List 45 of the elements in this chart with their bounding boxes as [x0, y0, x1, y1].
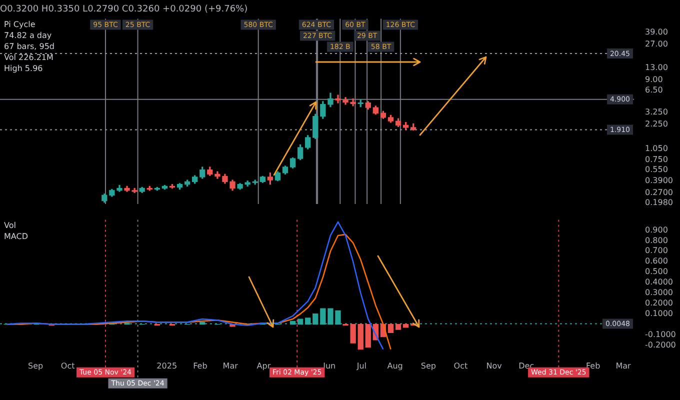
y-tick-label: 0.3000: [645, 288, 673, 298]
y-tick-label: 39.00: [645, 28, 668, 37]
y-tick-label: 0.800: [645, 236, 668, 245]
x-tick-label: Jul: [356, 361, 366, 370]
y-tick-label: 2.250: [645, 120, 668, 129]
y-tick-label: 13.00: [645, 63, 668, 72]
y-tick-label: 0.900: [645, 225, 668, 234]
y-tick-label: -0.1000: [645, 330, 676, 339]
y-tick-label: 0.550: [645, 164, 668, 174]
x-tick-label: Aug: [387, 361, 403, 370]
annotation: Vol 226.21M: [4, 52, 54, 62]
y-tick-label: 0.500: [645, 267, 668, 276]
y-tick-label: 0.750: [645, 154, 668, 164]
x-tick-label: Mar: [222, 361, 239, 370]
x-tick-label: 2025: [156, 361, 178, 370]
y-tick-label: 6.50: [645, 85, 663, 94]
annotation: 67 bars, 95d: [4, 42, 55, 51]
y-tick-label: 3.250: [645, 108, 668, 117]
y-tick-label: 27.00: [645, 40, 668, 49]
x-tick-label: Apr: [256, 361, 272, 370]
annotation: Vol: [4, 220, 16, 230]
x-tick-label: Oct: [60, 361, 75, 370]
y-tick-label: 0.2700: [645, 188, 673, 197]
y-tick-label: 0.700: [645, 246, 668, 256]
y-tick-label: 1.050: [645, 144, 668, 154]
annotation: High 5.96: [4, 64, 43, 73]
x-tick-label: Nov: [486, 361, 502, 370]
y-tick-label: 9.00: [645, 74, 663, 84]
y-tick-label: 0.3900: [645, 176, 673, 185]
x-tick-label: Sep: [28, 361, 44, 370]
y-tick-label: -0.2000: [645, 340, 676, 350]
x-tick-label: Sep: [420, 361, 436, 370]
y-tick-label: 0.1000: [645, 308, 673, 318]
x-tick-label: Oct: [454, 361, 468, 370]
annotation: Pi Cycle: [4, 20, 36, 29]
y-tick-label: 0.1980: [645, 198, 673, 207]
y-tick-label: 0.4000: [645, 278, 673, 287]
x-tick-label: Feb: [193, 361, 208, 370]
x-tick-label: Mar: [616, 361, 632, 370]
x-tick-label: Feb: [586, 361, 600, 370]
y-tick-label: 0.2000: [645, 298, 673, 308]
annotation: 74.82 a day: [4, 30, 52, 40]
chart-subtitle: O0.3200 H0.3350 L0.2790 C0.3260 +0.0290 (+9.76%): [0, 4, 248, 15]
annotation: MACD: [4, 232, 28, 241]
y-tick-label: 0.600: [645, 256, 668, 266]
